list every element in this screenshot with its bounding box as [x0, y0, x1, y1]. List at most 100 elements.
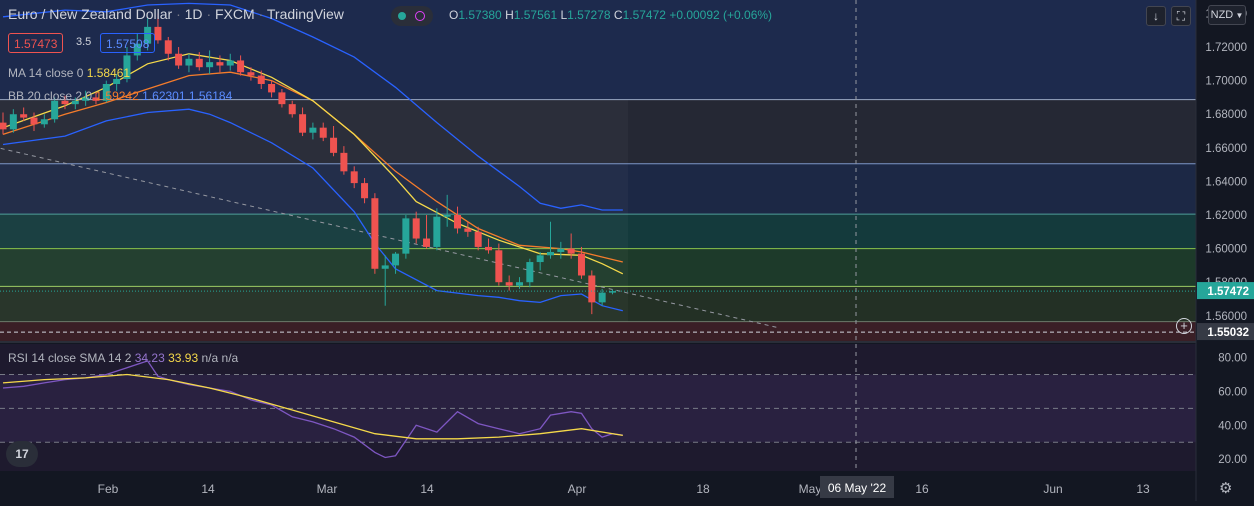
candle: [371, 198, 379, 269]
candle: [195, 58, 203, 68]
price-axis-label: 1.66000: [1205, 143, 1247, 155]
candle: [216, 62, 224, 66]
candle: [113, 78, 121, 84]
sell-button[interactable]: 1.57473: [8, 33, 64, 53]
price-zone: [0, 99, 1196, 164]
time-axis-label: May: [799, 482, 822, 496]
price-axis-label: 1.56000: [1205, 311, 1247, 323]
currency-selector[interactable]: NZD ▼: [1208, 5, 1246, 25]
download-arrow-icon[interactable]: ↓: [1146, 6, 1166, 26]
rsi-value: 34.23: [134, 351, 165, 365]
candle: [546, 251, 554, 256]
price-zone: [0, 0, 1196, 100]
candle: [485, 246, 493, 251]
price-zone: [0, 321, 1196, 341]
bb-upper-value: 1.62301: [142, 89, 186, 103]
candle: [309, 127, 317, 133]
crosshair-date-label: 06 May '22: [828, 481, 887, 495]
time-axis-label: 14: [420, 482, 434, 496]
range-box: [0, 100, 628, 322]
price-axis-label: 1.68000: [1205, 109, 1247, 121]
low-value: 1.57278: [567, 8, 611, 22]
candle: [516, 282, 523, 286]
platform-label: TradingView: [266, 6, 344, 22]
change-value: +0.00092 (+0.06%): [669, 8, 773, 22]
close-value: 1.57472: [622, 8, 666, 22]
rsi-legend[interactable]: RSI 14 close SMA 14 2 34.23 33.93 n/a n/…: [8, 351, 238, 365]
price-zone: [0, 163, 1196, 215]
bb-upper-line: [2, 2, 623, 211]
candle: [61, 100, 69, 105]
candle: [577, 253, 585, 276]
candle: [412, 218, 420, 239]
candle: [299, 114, 307, 133]
ma-value: 1.58461: [86, 66, 131, 80]
fullscreen-icon[interactable]: ⛶: [1171, 6, 1191, 26]
candle: [257, 75, 265, 84]
bb-legend[interactable]: BB 20 close 2 0 1.59242 1.62301 1.56184: [8, 89, 232, 103]
time-axis-label: Apr: [568, 482, 587, 496]
candle: [82, 97, 90, 101]
candle: [361, 183, 369, 199]
symbol-title[interactable]: Euro / New Zealand Dollar: [8, 6, 173, 22]
candle: [9, 114, 17, 130]
price-axis-label: 1.70000: [1205, 76, 1247, 88]
bb-label: BB 20 close 2 0: [8, 89, 93, 103]
currency-label: NZD: [1210, 9, 1234, 21]
candle: [423, 238, 431, 247]
price-axis-background: [1196, 0, 1254, 471]
interval-label[interactable]: 1D: [184, 6, 203, 22]
time-axis-label: 18: [696, 482, 710, 496]
rsi-axis-label: 80.00: [1218, 353, 1247, 365]
candle: [102, 83, 110, 101]
time-axis-label: Feb: [98, 482, 119, 496]
crosshair-price-label: 1.55032: [1207, 327, 1249, 339]
candle: [443, 215, 451, 217]
gear-icon[interactable]: ⚙: [1219, 480, 1233, 497]
price-zone: [0, 214, 1196, 249]
candle: [288, 104, 296, 115]
time-axis-label: 14: [201, 482, 215, 496]
bb-basis-value: 1.59242: [95, 89, 139, 103]
candle: [588, 275, 596, 303]
high-value: 1.57561: [513, 8, 558, 22]
rsi-axis-label: 60.00: [1218, 386, 1247, 398]
tradingview-logo[interactable]: 17: [6, 441, 38, 467]
candle: [495, 250, 503, 283]
time-axis-label: Mar: [317, 482, 338, 496]
candle: [123, 55, 131, 79]
crosshair-date-tag: [820, 476, 894, 498]
close-label: C: [613, 8, 623, 22]
price-axis-label: 1.64000: [1205, 176, 1247, 188]
candle: [51, 100, 59, 120]
candle: [30, 117, 38, 125]
price-axis-label: 1.72000: [1205, 42, 1247, 54]
open-value: 1.57380: [458, 8, 502, 22]
candle: [71, 100, 79, 105]
high-label: H: [505, 8, 514, 22]
candle: [164, 40, 172, 54]
add-alert-icon[interactable]: +: [1176, 318, 1192, 334]
buy-button[interactable]: 1.57508: [100, 33, 156, 53]
low-label: L: [560, 8, 568, 22]
candle: [340, 152, 348, 172]
candle: [454, 215, 462, 229]
candle: [133, 43, 141, 56]
rsi-axis-label: 40.00: [1218, 420, 1247, 432]
rsi-sma-value: 33.93: [168, 351, 199, 365]
time-axis-label: Jun: [1043, 482, 1062, 496]
candle: [598, 292, 606, 303]
market-status-icon[interactable]: [391, 6, 433, 26]
candle: [505, 282, 513, 286]
ma-legend[interactable]: MA 14 close 0 1.58461: [8, 66, 130, 80]
candle: [536, 255, 544, 263]
rsi-line: [2, 360, 623, 459]
candle: [433, 216, 441, 247]
symbol-header: Euro / New Zealand Dollar · 1D · FXCM · …: [8, 6, 344, 22]
ohlc-readout: O1.57380 H1.57561 L1.57278 C1.57472 +0.0…: [449, 8, 772, 22]
candle: [402, 218, 410, 254]
candle: [154, 26, 162, 41]
candle: [185, 58, 193, 66]
